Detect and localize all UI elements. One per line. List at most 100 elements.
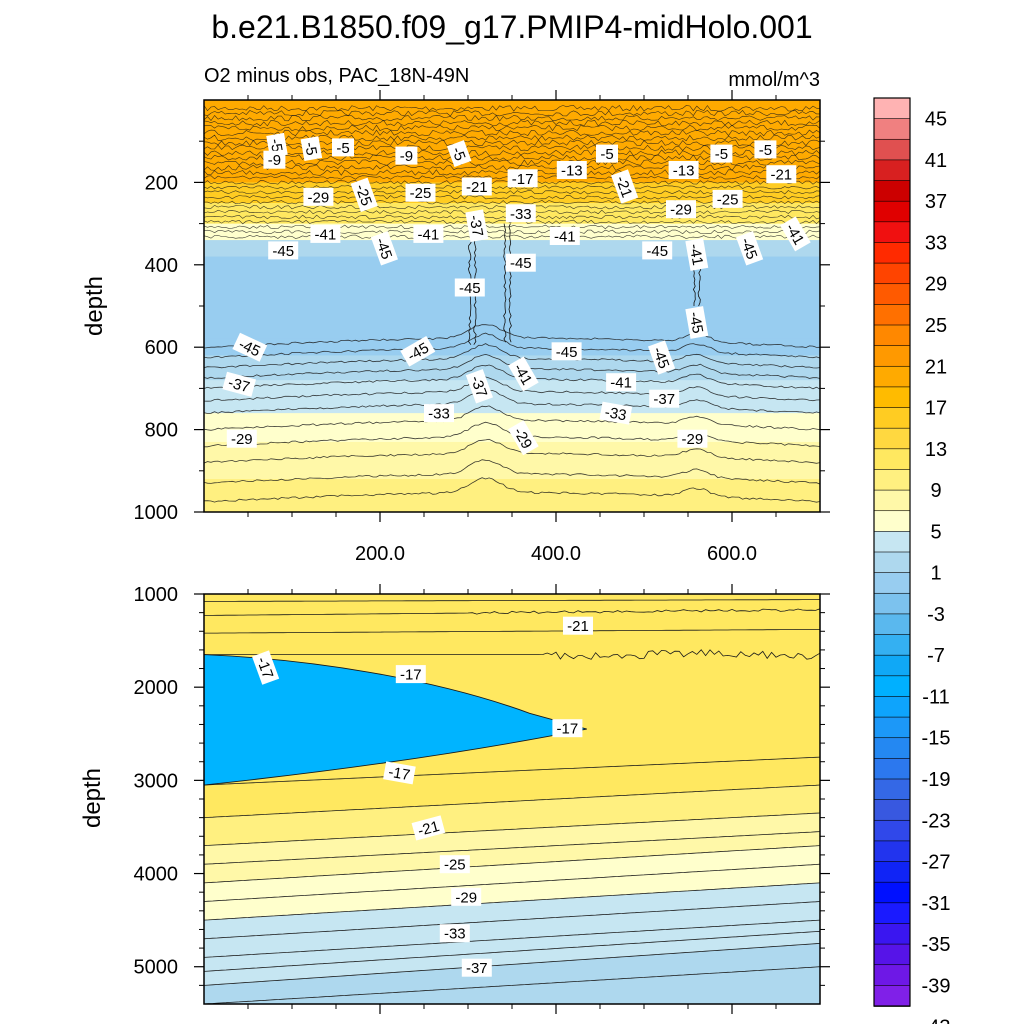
upper-contour-label: -41	[413, 224, 444, 243]
colorbar-swatch	[873, 551, 911, 574]
colorbar-label: -11	[922, 687, 949, 709]
upper-contour-label-box	[508, 356, 539, 392]
colorbar-label: 45	[925, 109, 947, 131]
colorbar-label: -19	[922, 769, 951, 791]
upper-contour-label-box	[424, 404, 454, 423]
upper-contour-label-text: -9	[268, 152, 281, 169]
upper-ytick-label: 200	[145, 172, 178, 194]
upper-contour-label-text: -29	[308, 189, 330, 206]
lower-ytick-label: 4000	[134, 864, 179, 886]
upper-y-axis-title: depth	[81, 276, 108, 336]
colorbar-swatch	[873, 469, 911, 491]
lower-y-axis-title: depth	[79, 768, 106, 828]
lower-ytick-label: 1000	[134, 584, 179, 606]
figure-title: b.e21.B1850.f09_g17.PMIP4-midHolo.001	[211, 9, 812, 45]
colorbar-label: 33	[925, 233, 947, 255]
upper-contour-label: -13	[556, 161, 587, 180]
upper-contour-label-box	[505, 204, 536, 223]
upper-contour-label: -41	[549, 227, 580, 246]
upper-contour-label: -45	[648, 340, 676, 375]
upper-contour-label-text: -5	[715, 146, 728, 163]
upper-contour-label-box	[596, 144, 618, 163]
colorbar-swatch	[873, 778, 911, 801]
upper-contour-label: -5	[332, 138, 354, 157]
lower-contour-label: -29	[451, 887, 482, 906]
upper-contour-label: -13	[668, 161, 699, 180]
lower-contour-labels: -21-17 -17-17-17-21-25-29-33-37	[252, 616, 593, 977]
colorbar-label: 37	[925, 191, 947, 213]
upper-contour-label-box	[400, 336, 436, 367]
lower-contour-label-text: -29	[455, 889, 477, 906]
upper-contour-label-box	[606, 373, 637, 392]
upper-contour-label-box	[649, 389, 680, 408]
upper-contour-label: -41	[606, 373, 637, 392]
upper-contour-label: -41	[310, 224, 341, 243]
colorbar-label: 5	[930, 521, 941, 543]
lower-contour-field	[204, 594, 820, 1004]
upper-contour-label: -41	[685, 238, 709, 271]
colorbar-swatch	[873, 448, 911, 471]
upper-contour-label: -5	[300, 136, 323, 161]
upper-contour-label-box	[508, 420, 539, 456]
colorbar-swatch	[873, 758, 911, 780]
colorbar-swatch	[873, 985, 911, 1007]
upper-contour-label-box	[232, 332, 268, 362]
lower-contour-label-text: -25	[444, 857, 466, 874]
upper-contour-label-box	[549, 227, 580, 245]
colorbar-swatch	[873, 159, 911, 182]
colorbar-swatch	[873, 427, 911, 450]
colorbar-label: -7	[927, 645, 945, 667]
upper-contour-label-text: -21	[466, 179, 488, 196]
upper-contour-label: -37	[222, 371, 257, 397]
lower-panel: -21-17 -17-17-17-21-25-29-33-37 100020003…	[79, 584, 830, 1014]
upper-contour-label-box	[505, 253, 536, 272]
upper-contour-label-box	[736, 231, 764, 266]
upper-contour-label-text: -37	[466, 214, 487, 238]
upper-contour-label-text: -33	[603, 404, 627, 425]
upper-contour-label-text: -37	[467, 374, 490, 400]
upper-axes: 200 400 600 800 1000 200.0 400.0 600.0	[134, 90, 830, 565]
colorbar-swatch	[873, 799, 911, 822]
colorbar-label: -31	[922, 893, 951, 915]
upper-contour-label-box	[332, 138, 354, 157]
lower-contour-label-text: -17	[387, 764, 411, 785]
upper-contour-label-box	[303, 187, 334, 206]
upper-contour-label-box	[465, 209, 489, 243]
upper-contour-label-box	[446, 140, 472, 168]
lower-contour-label-box	[461, 958, 492, 977]
lower-contour-label-box	[439, 924, 470, 943]
lower-contour-label-text: -21	[416, 818, 441, 840]
upper-panel: -5 -5 -5 -5 -5 -5 -5-9 -9-13 -13-17-21 -21 -21-25-…	[81, 90, 830, 565]
lower-contour-label-text: -17	[557, 721, 579, 738]
colorbar-label: 17	[925, 398, 947, 420]
lower-ytick-label: 5000	[134, 957, 179, 979]
colorbar-label: -35	[922, 934, 951, 956]
upper-contour-label-box	[405, 183, 436, 202]
upper-contour-labels: -5 -5 -5 -5 -5 -5 -5-9 -9-13 -13-17-21 -21 -21-25-…	[222, 132, 811, 456]
upper-contour-label-text: -37	[226, 374, 251, 396]
upper-contour-label-box	[461, 177, 492, 196]
colorbar-swatch	[873, 716, 911, 739]
upper-contour-label-text: -13	[673, 163, 695, 180]
colorbar-frame	[873, 97, 911, 1007]
lower-contour-label-box	[383, 761, 416, 785]
upper-contour-label-text: -17	[512, 171, 534, 188]
lower-contour-label: -37	[461, 958, 492, 977]
upper-contour-label-box	[226, 429, 257, 448]
upper-contour-label-box	[454, 278, 485, 297]
upper-contour-label: -45	[454, 278, 485, 297]
upper-contour-label-box	[611, 169, 639, 204]
lower-contour-label-text: -33	[444, 926, 466, 943]
lower-contour-label: -17	[395, 665, 426, 684]
lower-contour-label: -17	[383, 761, 416, 785]
upper-contour-label-box	[395, 146, 418, 165]
colorbar-swatch	[873, 345, 911, 368]
upper-contour-label: -9	[395, 146, 418, 165]
lower-contour-label-text: -17	[400, 667, 422, 684]
upper-contour-label: -33	[505, 204, 536, 223]
upper-contour-label: -45	[736, 231, 764, 266]
upper-contour-label: -37	[465, 369, 493, 404]
colorbar-label: -3	[927, 604, 945, 626]
colorbar-swatch	[873, 510, 911, 533]
